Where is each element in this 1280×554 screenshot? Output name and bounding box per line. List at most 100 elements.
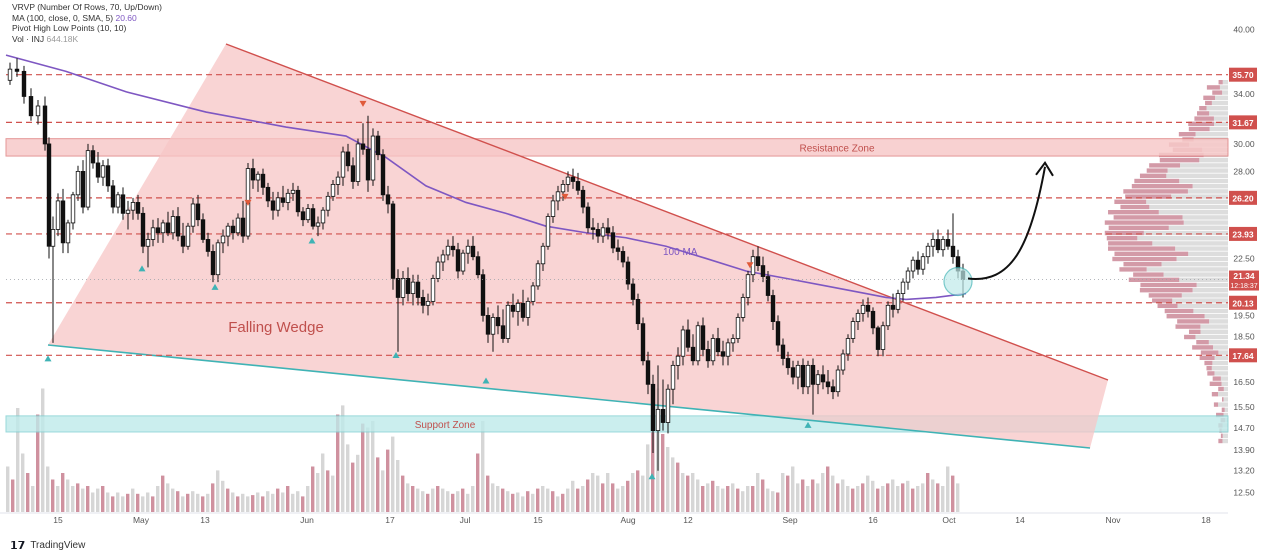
volume-bar — [191, 491, 195, 512]
candle-down — [625, 261, 631, 285]
candle-up — [535, 263, 541, 287]
candle-down — [610, 232, 616, 249]
volume-profile-row — [1200, 324, 1228, 329]
candle-down — [580, 189, 586, 208]
volume-profile-row — [1140, 282, 1197, 288]
volume-bar — [551, 491, 555, 512]
candle-down — [950, 245, 956, 258]
candle-down — [945, 239, 951, 247]
candle-down — [345, 151, 351, 167]
volume-bar — [446, 491, 450, 512]
wedge-area — [48, 44, 1108, 448]
candle-down — [715, 338, 721, 353]
volume-profile-row — [1206, 366, 1212, 371]
volume-profile-row — [1206, 85, 1220, 90]
volume-profile-row — [1207, 371, 1215, 376]
candle-down — [640, 323, 646, 362]
volume-profile-row — [1188, 121, 1215, 126]
candle-up — [50, 229, 56, 247]
volume-bar — [601, 483, 605, 512]
volume-bar — [481, 421, 485, 512]
volume-profile-row — [1205, 100, 1212, 106]
volume-bar — [826, 466, 830, 512]
volume-profile-row — [1209, 126, 1228, 132]
volume-profile-row — [1180, 163, 1228, 168]
volume-bar — [936, 483, 940, 512]
candle-up — [290, 189, 296, 194]
candle-down — [645, 360, 651, 385]
volume-bar — [141, 496, 145, 512]
volume-profile-row — [1222, 433, 1228, 438]
indicator-pivot[interactable]: Pivot High Low Points (10, 10) — [12, 23, 127, 33]
candle-down — [385, 194, 391, 205]
candle-down — [180, 235, 186, 247]
volume-bar — [641, 475, 645, 512]
price-level-tag — [1229, 295, 1257, 310]
volume-bar — [56, 486, 60, 512]
indicator-vrvp[interactable]: VRVP (Number Of Rows, 70, Up/Down) — [12, 2, 162, 12]
volume-profile-row — [1209, 111, 1228, 116]
volume-profile-row — [1214, 121, 1228, 126]
y-axis-tick-label: 14.70 — [1233, 423, 1255, 433]
candle-up — [695, 325, 701, 362]
candle-down — [350, 165, 356, 182]
y-axis-tick-label: 18.50 — [1233, 331, 1255, 341]
volume-profile-row — [1112, 256, 1177, 262]
volume-profile-row — [1214, 371, 1228, 376]
volume-bar — [331, 475, 335, 512]
volume-bar — [311, 466, 315, 512]
volume-bar — [406, 483, 410, 512]
candle-down — [870, 310, 876, 329]
volume-bar — [421, 491, 425, 512]
volume-bar — [241, 493, 245, 512]
candle-up — [750, 256, 756, 276]
volume-bar — [411, 486, 415, 512]
volume-profile-row — [1187, 189, 1228, 194]
volume-bar — [41, 388, 45, 512]
volume-bar — [951, 475, 955, 512]
indicator-ma[interactable]: MA (100, close, 0, SMA, 5) 20.60 — [12, 12, 137, 23]
candle-up — [515, 302, 521, 312]
volume-bar — [186, 493, 190, 512]
volume-bar — [416, 488, 420, 512]
volume-bar — [151, 496, 155, 512]
volume-profile-row — [1214, 355, 1228, 360]
volume-bar — [866, 475, 870, 512]
volume-bar — [371, 421, 375, 512]
candle-down — [765, 276, 771, 296]
volume-profile-row — [1108, 210, 1159, 215]
volume-profile-row — [1222, 80, 1228, 85]
candle-down — [270, 200, 276, 211]
candle-down — [700, 325, 706, 350]
volume-bar — [791, 466, 795, 512]
volume-bar — [181, 496, 185, 512]
volume-bar — [766, 488, 770, 512]
volume-profile-row — [1213, 116, 1228, 121]
tradingview-brand[interactable]: 𝟭𝟳 TradingView — [10, 540, 86, 552]
candle-down — [935, 239, 941, 251]
volume-profile-row — [1149, 163, 1181, 168]
indicator-legend: VRVP (Number Of Rows, 70, Up/Down) MA (1… — [12, 2, 162, 44]
ma-100-path — [5, 54, 967, 301]
volume-bar — [451, 493, 455, 512]
volume-profile-row — [1104, 230, 1144, 236]
volume-bar — [721, 488, 725, 512]
volume-bar — [836, 483, 840, 512]
candle-up — [730, 338, 736, 344]
volume-profile-row — [1148, 293, 1182, 298]
indicator-volume[interactable]: Vol · INJ 644.18K — [12, 33, 79, 44]
candle-down — [630, 283, 636, 300]
volume-profile-row — [1171, 194, 1228, 199]
volume-bar — [376, 457, 380, 512]
pivot-high-marker — [359, 100, 367, 107]
volume-bars — [6, 388, 960, 512]
candle-down — [28, 96, 34, 117]
candle-down — [390, 203, 396, 279]
volume-profile-row — [1108, 246, 1176, 251]
candle-up — [255, 173, 261, 181]
candle-up — [160, 222, 166, 234]
candle-up — [75, 170, 81, 196]
price-level-value: 20.13 — [1232, 298, 1254, 308]
volume-bar — [671, 457, 675, 512]
